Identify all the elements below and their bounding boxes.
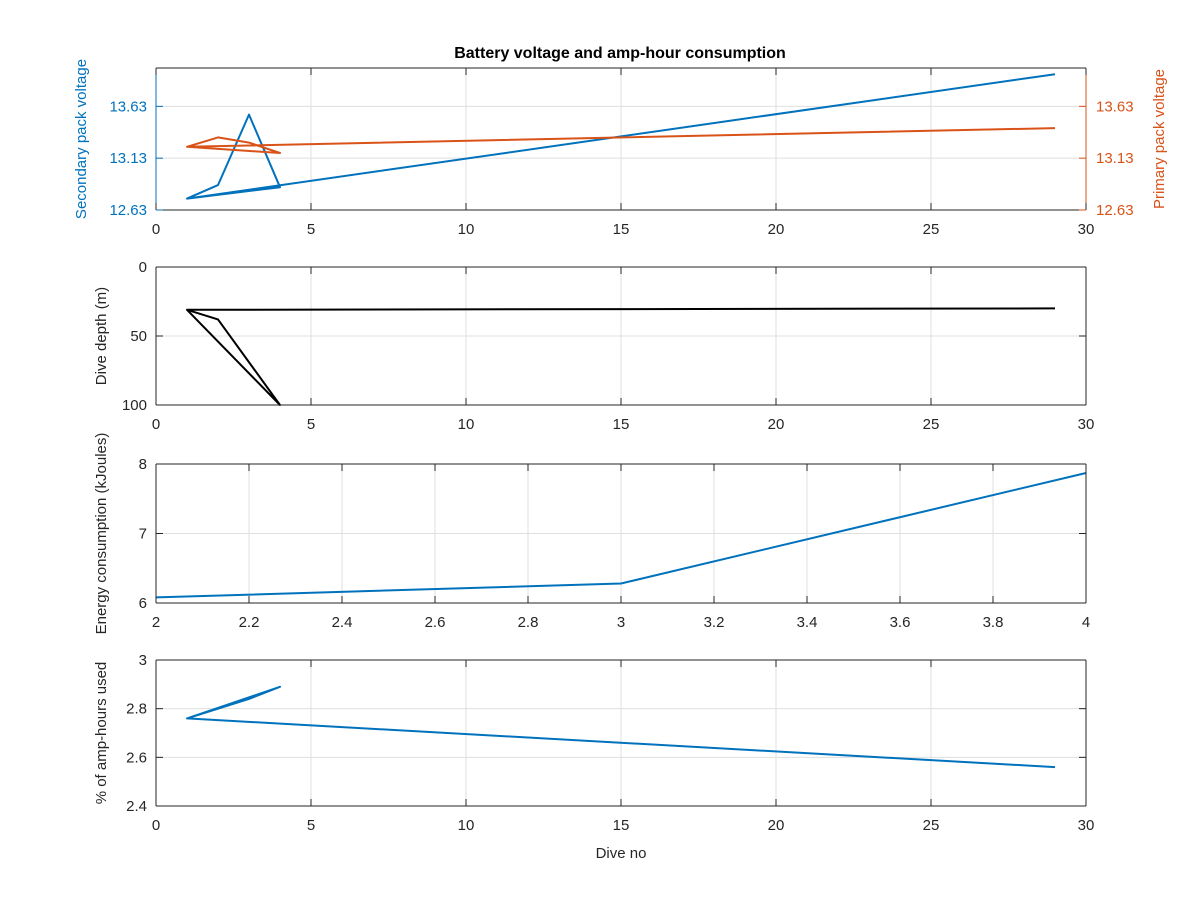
x-tick-label: 2.6 (425, 614, 446, 631)
x-tick-label: 15 (613, 416, 630, 433)
x-tick-label: 20 (768, 416, 785, 433)
x-tick-label: 5 (307, 221, 315, 238)
y-tick-label: 6 (139, 595, 147, 612)
figure-title: Battery voltage and amp-hour consumption (454, 45, 786, 62)
y-tick-label: 0 (139, 259, 147, 276)
x-tick-label: 3 (617, 614, 625, 631)
y-tick-label: 8 (139, 456, 147, 473)
y-axis-title-right: Primary pack voltage (1151, 69, 1168, 209)
x-tick-label: 2 (152, 614, 160, 631)
series-line-4-1 (186, 685, 1056, 769)
y-tick-label: 2.8 (126, 701, 147, 718)
y-tick-label: 100 (122, 397, 147, 414)
x-tick-label: 15 (613, 221, 630, 238)
x-tick-label: 0 (152, 416, 160, 433)
x-tick-label: 20 (768, 817, 785, 834)
x-tick-label: 25 (923, 221, 940, 238)
x-tick-label: 0 (152, 221, 160, 238)
y-axis-title: % of amp-hours used (93, 662, 110, 805)
x-tick-label: 5 (307, 416, 315, 433)
y-tick-label-right: 12.63 (1096, 202, 1134, 219)
y-tick-label: 3 (139, 652, 147, 669)
x-tick-label: 10 (458, 416, 475, 433)
y-tick-label-right: 13.13 (1096, 150, 1134, 167)
y-axis-title: Dive depth (m) (93, 287, 110, 385)
x-tick-label: 2.2 (239, 614, 260, 631)
x-tick-label: 30 (1078, 221, 1095, 238)
x-tick-label: 0 (152, 817, 160, 834)
x-tick-label: 30 (1078, 416, 1095, 433)
x-tick-label: 3.6 (890, 614, 911, 631)
x-axis-title: Dive no (596, 845, 647, 862)
x-tick-label: 3.4 (797, 614, 818, 631)
y-tick-label: 7 (139, 526, 147, 543)
series-line-1-2 (186, 127, 1056, 154)
x-tick-label: 3.2 (704, 614, 725, 631)
series-line-1-1 (186, 73, 1056, 200)
y-tick-label: 13.63 (109, 98, 147, 115)
y-tick-label: 12.63 (109, 202, 147, 219)
y-tick-label: 2.6 (126, 749, 147, 766)
y-axis-title: Energy consumption (kJoules) (93, 433, 110, 635)
y-tick-label: 50 (130, 328, 147, 345)
x-tick-label: 10 (458, 817, 475, 834)
x-tick-label: 10 (458, 221, 475, 238)
x-tick-label: 3.8 (983, 614, 1004, 631)
x-tick-label: 15 (613, 817, 630, 834)
y-axis-title: Secondary pack voltage (73, 59, 90, 219)
x-tick-label: 2.8 (518, 614, 539, 631)
x-tick-label: 5 (307, 817, 315, 834)
x-tick-label: 2.4 (332, 614, 353, 631)
x-tick-label: 25 (923, 817, 940, 834)
x-tick-label: 20 (768, 221, 785, 238)
x-tick-label: 25 (923, 416, 940, 433)
x-tick-label: 30 (1078, 817, 1095, 834)
y-tick-label: 2.4 (126, 798, 147, 815)
y-tick-label-right: 13.63 (1096, 98, 1134, 115)
series-line-3-1 (155, 472, 1087, 599)
x-tick-label: 4 (1082, 614, 1090, 631)
y-tick-label: 13.13 (109, 150, 147, 167)
